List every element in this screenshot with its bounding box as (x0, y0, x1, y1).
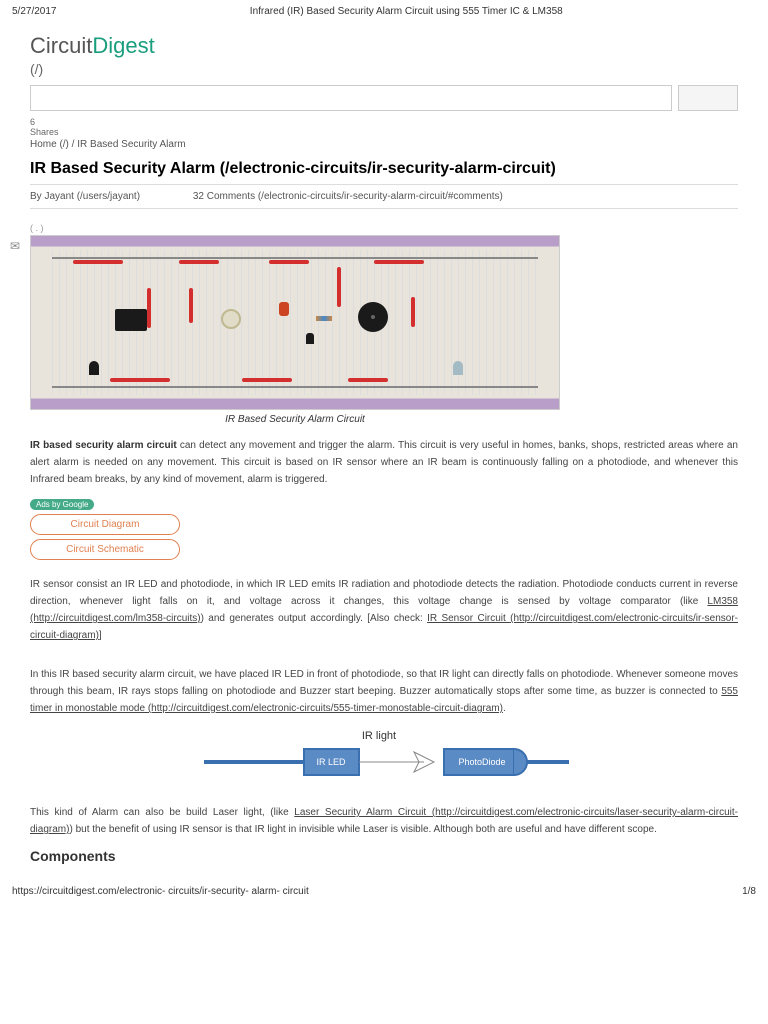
share-icons[interactable]: ( . ) (30, 223, 738, 233)
logo-sublink[interactable]: (/) (30, 61, 738, 77)
search-button[interactable] (678, 85, 738, 111)
svg-text:IR LED: IR LED (316, 757, 346, 767)
title-link[interactable]: IR Based Security Alarm (/electronic-cir… (30, 160, 556, 177)
logo-part1: Circuit (30, 33, 92, 58)
author-link[interactable]: By Jayant (/users/jayant) (30, 191, 140, 202)
paragraph-3: In this IR based security alarm circuit,… (30, 666, 738, 717)
ads-by-google-label: Ads by Google (30, 499, 94, 510)
breadcrumb: Home (/) / IR Based Security Alarm (30, 139, 738, 150)
photodiode-component (453, 361, 463, 375)
logo-part2: Digest (92, 33, 154, 58)
share-count: 6Shares (30, 117, 738, 137)
footer-url: https://circuitdigest.com/electronic- ci… (12, 886, 309, 897)
envelope-icon[interactable]: ✉ (10, 239, 20, 253)
image-caption: IR Based Security Alarm Circuit (30, 414, 560, 425)
breadcrumb-home[interactable]: Home (/) (30, 139, 69, 150)
potentiometer (221, 309, 241, 329)
footer-page: 1/8 (742, 886, 756, 897)
resistor (316, 316, 332, 321)
paragraph-4: This kind of Alarm can also be build Las… (30, 804, 738, 838)
ads-block: Ads by Google Circuit Diagram Circuit Sc… (30, 498, 738, 560)
circuit-photo (30, 235, 560, 410)
intro-paragraph: IR based security alarm circuit can dete… (30, 437, 738, 488)
comments-link[interactable]: 32 Comments (/electronic-circuits/ir-sec… (193, 191, 503, 202)
ad-circuit-diagram[interactable]: Circuit Diagram (30, 514, 180, 535)
search-input[interactable] (30, 85, 672, 111)
byline: By Jayant (/users/jayant) 32 Comments (/… (30, 184, 738, 209)
header-date: 5/27/2017 (12, 6, 57, 17)
ir-diagram: IR light IR LED PhotoDiode (30, 727, 738, 790)
paragraph-2: IR sensor consist an IR LED and photodio… (30, 576, 738, 644)
header-title: Infrared (IR) Based Security Alarm Circu… (250, 6, 563, 17)
buzzer-component (358, 302, 388, 332)
ic-555 (115, 309, 147, 331)
page-header: 5/27/2017 Infrared (IR) Based Security A… (0, 0, 768, 23)
svg-text:IR light: IR light (362, 730, 396, 742)
capacitor (279, 302, 289, 316)
svg-text:PhotoDiode: PhotoDiode (458, 757, 505, 767)
page-title: IR Based Security Alarm (/electronic-cir… (30, 160, 738, 178)
search-bar (30, 85, 738, 111)
diagram-svg: IR light IR LED PhotoDiode (194, 727, 574, 787)
ir-led-component (89, 361, 99, 375)
ad-circuit-schematic[interactable]: Circuit Schematic (30, 539, 180, 560)
components-heading: Components (30, 848, 738, 864)
site-logo[interactable]: CircuitDigest (30, 33, 738, 59)
page-footer: https://circuitdigest.com/electronic- ci… (0, 880, 768, 903)
breadcrumb-current: IR Based Security Alarm (77, 139, 185, 150)
transistor (306, 333, 314, 344)
